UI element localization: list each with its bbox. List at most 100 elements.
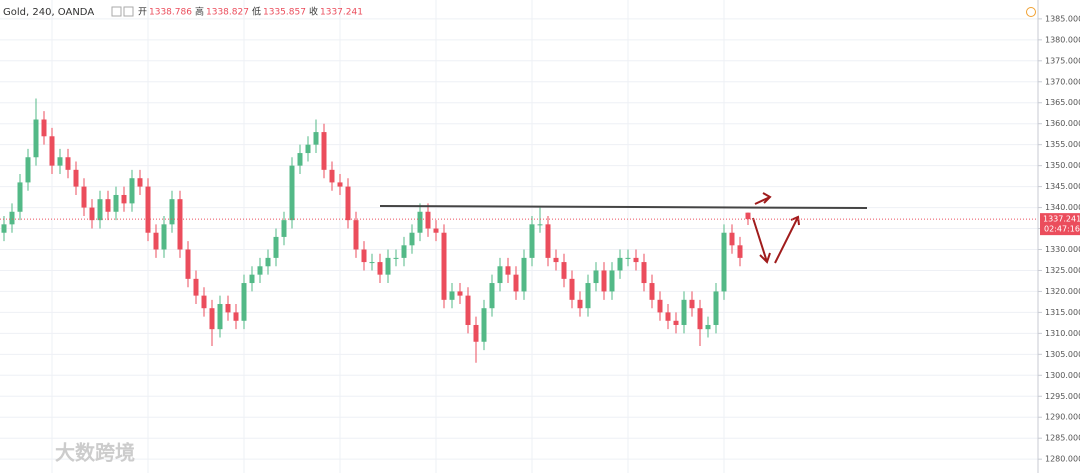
candle-body: [713, 291, 719, 325]
y-tick-label: 1320.000: [1045, 287, 1080, 296]
candle-body: [569, 278, 575, 300]
y-tick-label: 1290.000: [1045, 413, 1080, 422]
candle-body: [281, 220, 287, 237]
y-tick-label: 1300.000: [1045, 371, 1080, 380]
candle-body: [489, 283, 495, 309]
candle-body: [57, 157, 63, 166]
candle-body: [673, 320, 679, 325]
arrow-up: [774, 215, 800, 264]
candle-body: [705, 324, 711, 330]
candle-body: [681, 299, 687, 325]
arrow-up-small: [754, 192, 772, 205]
candle-body: [41, 119, 47, 137]
candle-body: [97, 199, 103, 221]
arrow-down: [752, 217, 771, 264]
info-icon: [1026, 7, 1036, 17]
candle-body: [449, 291, 455, 300]
candle-body: [657, 299, 663, 313]
candle-body: [185, 249, 191, 279]
candle-body: [33, 119, 39, 158]
price-tag-label: 1337.241: [1043, 215, 1080, 224]
y-tick-label: 1295.000: [1045, 392, 1080, 401]
y-tick-label: 1365.000: [1045, 98, 1080, 107]
candle-body: [361, 249, 367, 263]
ohlc-value: 1338.827: [206, 8, 249, 18]
countdown-label: 02:47:16: [1044, 225, 1080, 234]
candle-body: [641, 262, 647, 284]
candle-body: [497, 266, 503, 284]
candle-body: [401, 245, 407, 258]
candle-body: [385, 257, 391, 275]
candle-body: [537, 224, 543, 226]
candle-body: [201, 295, 207, 309]
y-tick-label: 1360.000: [1045, 119, 1080, 128]
y-tick-label: 1330.000: [1045, 245, 1080, 254]
candle-body: [297, 153, 303, 166]
candle-body: [353, 220, 359, 250]
y-tick-label: 1285.000: [1045, 434, 1080, 443]
ohlc-value: 1335.857: [263, 8, 306, 18]
candle-body: [217, 304, 223, 330]
candle-body: [601, 270, 607, 292]
candle-body: [617, 257, 623, 271]
candle-body: [697, 308, 703, 330]
candle-body: [305, 144, 311, 154]
candle-body: [545, 224, 551, 258]
candle-body: [169, 199, 175, 225]
y-tick-label: 1310.000: [1045, 329, 1080, 338]
resistance-line: [379, 205, 868, 209]
candle-body: [649, 283, 655, 300]
candle-body: [145, 186, 151, 233]
candle-body: [665, 312, 671, 321]
candle-body: [129, 178, 135, 204]
candle-body: [513, 274, 519, 292]
candle-body: [745, 212, 751, 220]
candle-body: [49, 136, 55, 166]
candle-body: [609, 270, 615, 292]
candle-body: [593, 270, 599, 284]
y-tick-label: 1370.000: [1045, 77, 1080, 86]
candle-body: [65, 157, 71, 170]
arrows: [752, 192, 800, 264]
candle-body: [425, 211, 431, 229]
y-tick-label: 1350.000: [1045, 161, 1080, 170]
y-tick-label: 1325.000: [1045, 266, 1080, 275]
y-tick-label: 1355.000: [1045, 140, 1080, 149]
ohlc-value: 1337.241: [320, 8, 363, 18]
candle-body: [161, 224, 167, 250]
candle-body: [153, 232, 159, 250]
candle-body: [233, 312, 239, 321]
candle-body: [121, 194, 127, 204]
ohlc-key: 低: [252, 6, 261, 18]
candle-body: [1, 224, 7, 233]
y-tick-label: 1280.000: [1045, 455, 1080, 464]
ohlc-key: 收: [309, 6, 318, 18]
candle-body: [457, 291, 463, 296]
candle-body: [225, 304, 231, 313]
candle-body: [241, 283, 247, 321]
ohlc-value: 1338.786: [149, 8, 192, 18]
candle-body: [321, 132, 327, 170]
candle-body: [689, 299, 695, 309]
y-tick-label: 1380.000: [1045, 35, 1080, 44]
candle-body: [505, 266, 511, 275]
candle-body: [9, 211, 15, 225]
candle-body: [393, 257, 399, 259]
y-tick-label: 1375.000: [1045, 56, 1080, 65]
candle-body: [633, 257, 639, 263]
candle-body: [729, 232, 735, 246]
candle-body: [369, 262, 375, 264]
candle-body: [473, 324, 479, 342]
candle-body: [209, 308, 215, 330]
candle-body: [89, 207, 95, 221]
candle-body: [737, 245, 743, 258]
candle-body: [25, 157, 31, 183]
icon: [123, 6, 134, 17]
candle-body: [289, 165, 295, 221]
candle-body: [481, 308, 487, 342]
candle-body: [585, 283, 591, 309]
y-tick-label: 1305.000: [1045, 350, 1080, 359]
candle-body: [265, 257, 271, 267]
ohlc-key: 开: [138, 7, 147, 18]
